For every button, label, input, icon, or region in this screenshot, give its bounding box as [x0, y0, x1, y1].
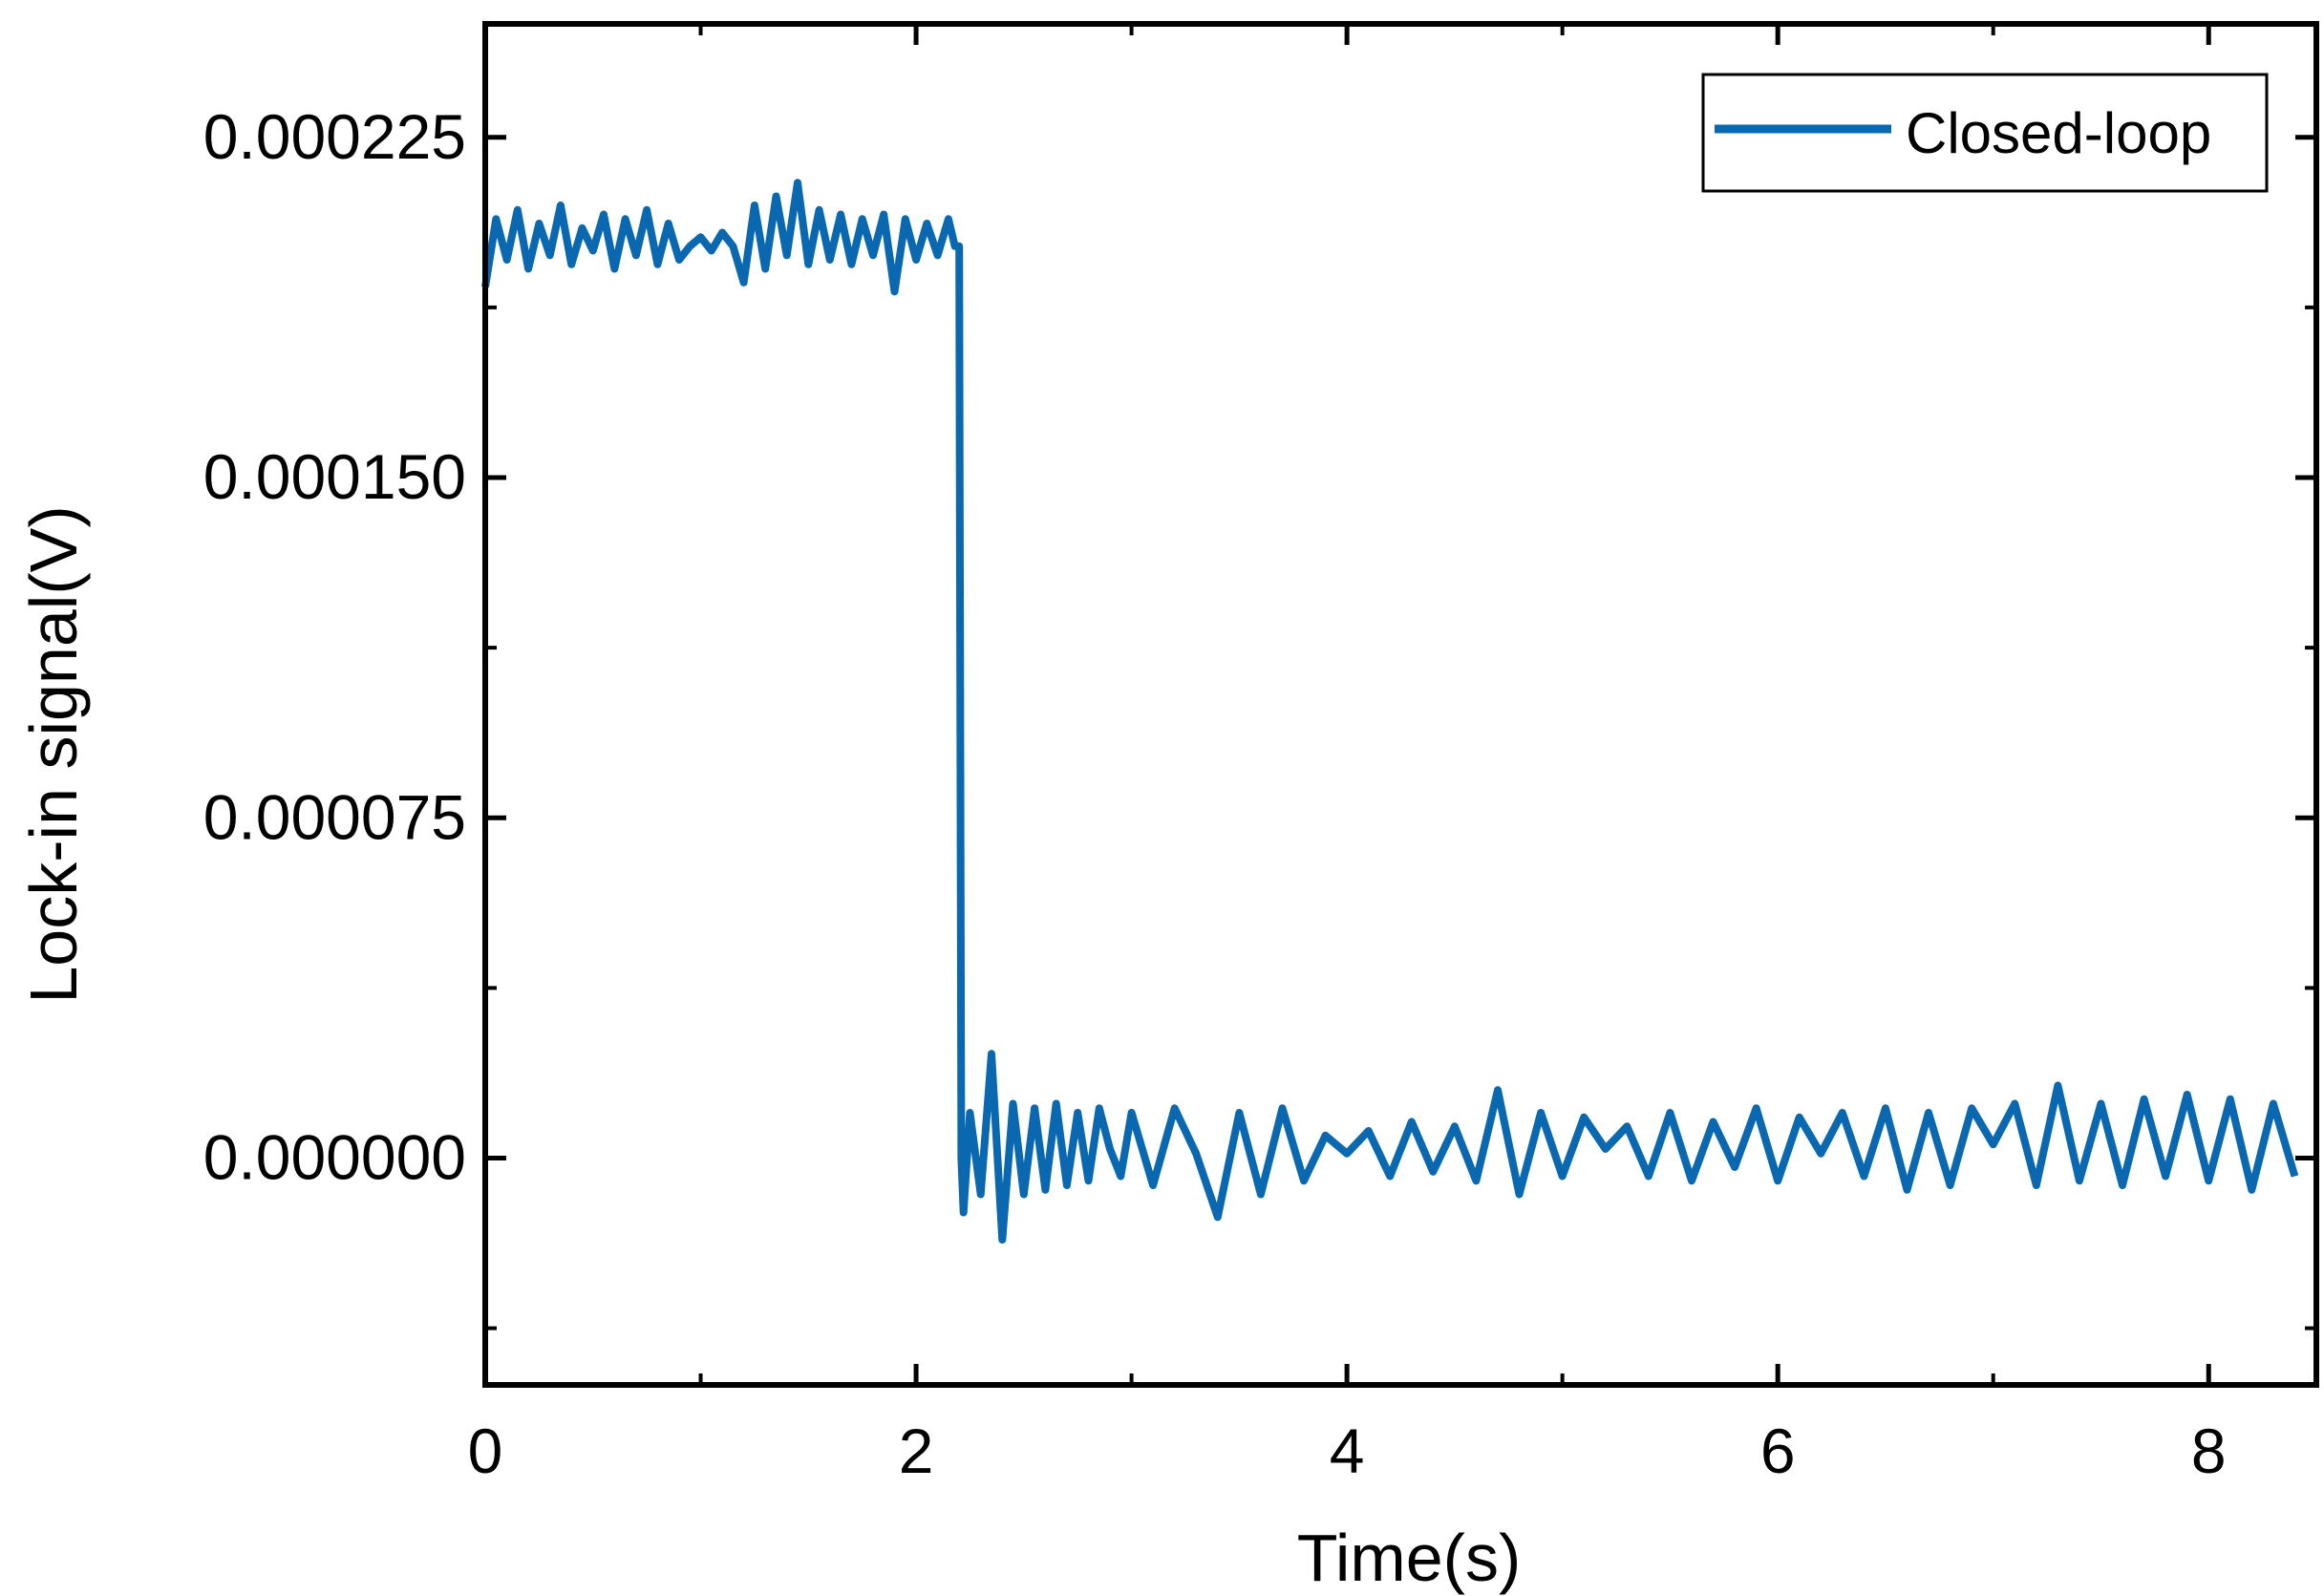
x-axis-title: Time(s)	[1297, 1521, 1522, 1595]
legend-label-closed-loop: Closed-loop	[1906, 101, 2211, 165]
x-tick-label: 0	[468, 1415, 503, 1486]
y-axis: 0.000000 0.000075 0.000150 0.000225	[203, 101, 2316, 1330]
y-tick-label: 0.000075	[203, 781, 466, 852]
series-line-closed-loop	[481, 179, 2299, 1244]
x-tick-label: 2	[899, 1415, 934, 1486]
y-tick-label: 0.000150	[203, 441, 466, 512]
legend: Closed-loop	[1701, 73, 2269, 193]
y-tick-label: 0.000000	[203, 1122, 466, 1193]
plot-frame	[482, 21, 2319, 1388]
series-group	[481, 179, 2299, 1244]
x-tick-label: 8	[2191, 1415, 2227, 1486]
y-tick-label: 0.000225	[203, 101, 466, 172]
y-axis-title: Lock-in signal(V)	[16, 505, 91, 1003]
x-tick-label: 4	[1330, 1415, 1365, 1486]
x-tick-label: 6	[1760, 1415, 1796, 1486]
x-axis: 0 2 4 6 8	[468, 24, 2227, 1486]
